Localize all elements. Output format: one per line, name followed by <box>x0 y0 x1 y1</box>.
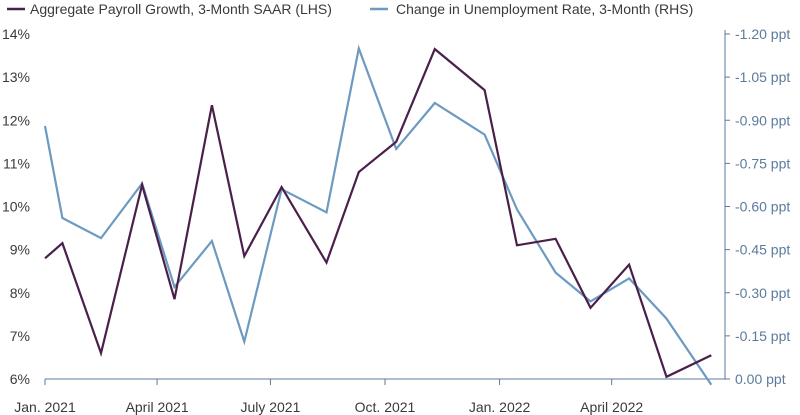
x-tick-label: Oct. 2021 <box>355 399 416 415</box>
x-tick-label: Jan. 2021 <box>14 399 76 415</box>
right-axis-ticks: -1.20 ppt -1.05 ppt -0.90 ppt -0.75 ppt -0.6… <box>724 26 790 387</box>
right-tick-label: -0.60 ppt <box>735 199 790 215</box>
left-axis-ticks: 14% 13% 12% 11% 10% 9% 8% 7% 6% <box>2 26 30 387</box>
legend-label-payroll: Aggregate Payroll Growth, 3-Month SAAR (… <box>30 1 332 17</box>
series-line-unemployment-change <box>43 44 713 386</box>
left-tick-label: 11% <box>3 155 30 171</box>
right-tick-label: -0.75 ppt <box>735 155 790 171</box>
x-tick-label: April 2021 <box>126 399 189 415</box>
left-tick-label: 13% <box>2 69 30 85</box>
left-tick-label: 7% <box>10 328 30 344</box>
left-tick-label: 14% <box>2 26 30 42</box>
right-tick-label: -0.45 ppt <box>735 242 790 258</box>
x-tick-label: Jan. 2022 <box>469 399 531 415</box>
legend-label-unemployment: Change in Unemployment Rate, 3-Month (RH… <box>396 1 693 17</box>
left-tick-label: 10% <box>2 199 30 215</box>
x-tick-label: July 2021 <box>240 399 300 415</box>
right-tick-label: -0.90 ppt <box>735 112 790 128</box>
x-axis: Jan. 2021 April 2021 July 2021 Oct. 2021 Jan… <box>14 378 725 415</box>
x-tick-label: April 2022 <box>580 399 643 415</box>
left-tick-label: 6% <box>10 371 30 387</box>
right-tick-label: 0.00 ppt <box>735 371 786 387</box>
legend: Aggregate Payroll Growth, 3-Month SAAR (… <box>7 1 693 17</box>
left-tick-label: 9% <box>10 242 30 258</box>
series-layer <box>43 44 713 386</box>
right-tick-label: -1.20 ppt <box>735 26 790 42</box>
right-tick-label: -0.15 ppt <box>735 328 790 344</box>
series-line-payroll-growth <box>44 47 712 379</box>
left-tick-label: 8% <box>10 285 30 301</box>
right-tick-label: -1.05 ppt <box>735 69 790 85</box>
right-tick-label: -0.30 ppt <box>735 285 790 301</box>
left-tick-label: 12% <box>2 112 30 128</box>
